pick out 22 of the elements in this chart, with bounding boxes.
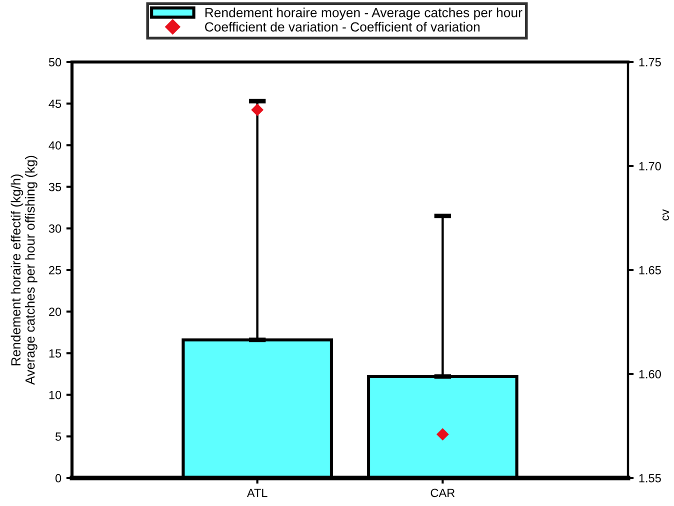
y2-tick-label: 1.75 <box>639 58 661 66</box>
y-tick-label: 20 <box>49 308 62 316</box>
y2-tick-label: 1.60 <box>639 370 661 378</box>
x-tick-label: CAR <box>430 488 455 498</box>
y-tick-label: 0 <box>55 474 62 482</box>
y2-tick-label: 1.70 <box>639 162 661 170</box>
y2-tick-label: 1.55 <box>639 474 661 482</box>
y-tick-label: 5 <box>55 432 62 441</box>
y-tick-label: 40 <box>48 141 62 150</box>
y-tick-label: 35 <box>48 182 62 192</box>
y-tick-label: 25 <box>49 266 62 274</box>
y-tick-label: 45 <box>48 100 62 108</box>
y2-axis-title: cv <box>662 209 669 220</box>
legend-label: Rendement horaire moyen - Average catches per hour <box>205 8 522 20</box>
y-tick-label: 15 <box>49 349 62 358</box>
y-tick-label: 10 <box>49 390 62 400</box>
y-axis-title: Rendement horaire effectif (kg/h) Average catches per hour offishing (kg) <box>10 156 38 385</box>
y-tick-label: 30 <box>48 224 62 233</box>
x-tick-label: ATL <box>246 488 268 497</box>
legend-label: Coefficient de variation - Coefficient of variation <box>205 22 480 32</box>
y2-tick-label: 1.65 <box>639 266 661 274</box>
y-tick-label: 50 <box>48 58 62 66</box>
